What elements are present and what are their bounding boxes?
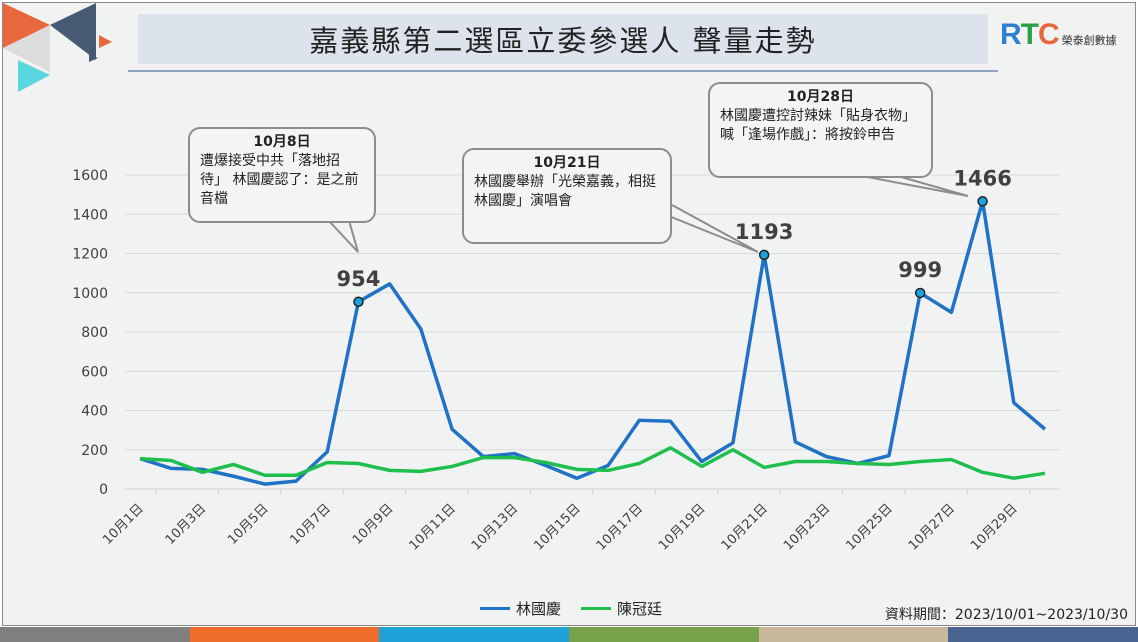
bottom-bar-segment (948, 627, 1138, 642)
callout-oct8: 10月8日 遭爆接受中共「落地招待」 林國慶認了：是之前音檔 (188, 127, 376, 223)
title-underline (128, 70, 998, 72)
y-tick-label: 1400 (72, 207, 108, 223)
data-label: 1193 (735, 220, 793, 244)
y-tick-label: 1200 (72, 247, 108, 263)
chart-legend: 林國慶 陳冠廷 (480, 598, 662, 619)
data-point-marker (977, 196, 988, 207)
page-title: 嘉義縣第二選區立委參選人 聲量走勢 (138, 14, 988, 64)
callout-title: 10月21日 (533, 155, 601, 171)
data-period: 資料期間：2023/10/01~2023/10/30 (884, 607, 1128, 623)
line-chart: 0 200 400 600 800 1000 1200 1400 1600 10月1日 10月3日 1… (72, 166, 1060, 554)
x-tick-label: 10月13日 (469, 501, 521, 553)
data-point-marker (914, 287, 926, 299)
callout-text: 遭爆接受中共「落地招待」 林國慶認了：是之前音檔 (200, 153, 359, 207)
bottom-bar-segment (0, 627, 190, 642)
y-tick-label: 0 (99, 482, 108, 498)
x-tick-label: 10月3日 (163, 501, 210, 548)
callout-oct21: 10月21日 林國慶舉辦「光榮嘉義，相挺林國慶」演唱會 (462, 148, 672, 244)
slide-frame (2, 2, 1136, 626)
decorative-triangles-icon (3, 3, 112, 92)
x-tick-label: 10月21日 (719, 501, 771, 553)
data-point-marker (758, 249, 770, 261)
x-tick-label: 10月15日 (531, 501, 583, 553)
x-tick-label: 10月5日 (225, 501, 272, 548)
rtc-logo: RTC 榮泰創數據 (1000, 18, 1117, 51)
legend-label: 陳冠廷 (617, 600, 663, 618)
callout-oct28: 10月28日 林國慶遭控討辣妹「貼身衣物」喊「逢場作戲」：將按鈴申告 (708, 82, 933, 178)
data-label: 1466 (953, 166, 1011, 190)
x-tick-label: 10月1日 (100, 501, 147, 548)
x-tick-label: 10月17日 (594, 501, 646, 553)
y-tick-label: 600 (81, 364, 108, 380)
data-label: 954 (337, 267, 381, 291)
x-tick-label: 10月9日 (350, 501, 397, 548)
y-tick-label: 800 (81, 325, 108, 341)
callout-pointer (653, 204, 759, 253)
legend-item-lin: 林國慶 (480, 598, 561, 619)
bottom-bar-segment (189, 627, 380, 642)
callout-pointer (329, 216, 359, 253)
bottom-bar-segment (758, 627, 949, 642)
data-label: 999 (898, 258, 942, 282)
bottom-bar-segment (569, 627, 759, 642)
y-tick-label: 400 (81, 404, 108, 420)
callout-title: 10月8日 (253, 134, 311, 150)
x-tick-label: 10月25日 (843, 501, 895, 553)
callout-title: 10月28日 (787, 89, 854, 105)
x-tick-label: 10月29日 (968, 501, 1020, 553)
series-line-陳冠廷 (139, 446, 1046, 480)
x-tick-label: 10月27日 (906, 501, 958, 553)
bottom-bar-segment (379, 627, 570, 642)
x-tick-label: 10月11日 (407, 501, 459, 553)
callout-text: 林國慶遭控討辣妹「貼身衣物」喊「逢場作戲」：將按鈴申告 (720, 108, 916, 143)
y-tick-label: 200 (81, 443, 108, 459)
x-tick-label: 10月7日 (288, 501, 335, 548)
x-tick-label: 10月23日 (781, 501, 833, 553)
legend-item-chen: 陳冠廷 (581, 598, 662, 619)
y-tick-label: 1000 (72, 286, 108, 302)
data-point-marker (353, 296, 364, 308)
x-tick-label: 10月19日 (656, 501, 708, 553)
callout-text: 林國慶舉辦「光榮嘉義，相挺林國慶」演唱會 (474, 174, 656, 209)
y-tick-label: 1600 (72, 168, 108, 184)
bottom-color-bar (0, 627, 1138, 642)
legend-label: 林國慶 (516, 600, 562, 618)
logo-subtitle: 榮泰創數據 (1061, 34, 1117, 47)
series-line-林國慶 (139, 199, 1047, 486)
